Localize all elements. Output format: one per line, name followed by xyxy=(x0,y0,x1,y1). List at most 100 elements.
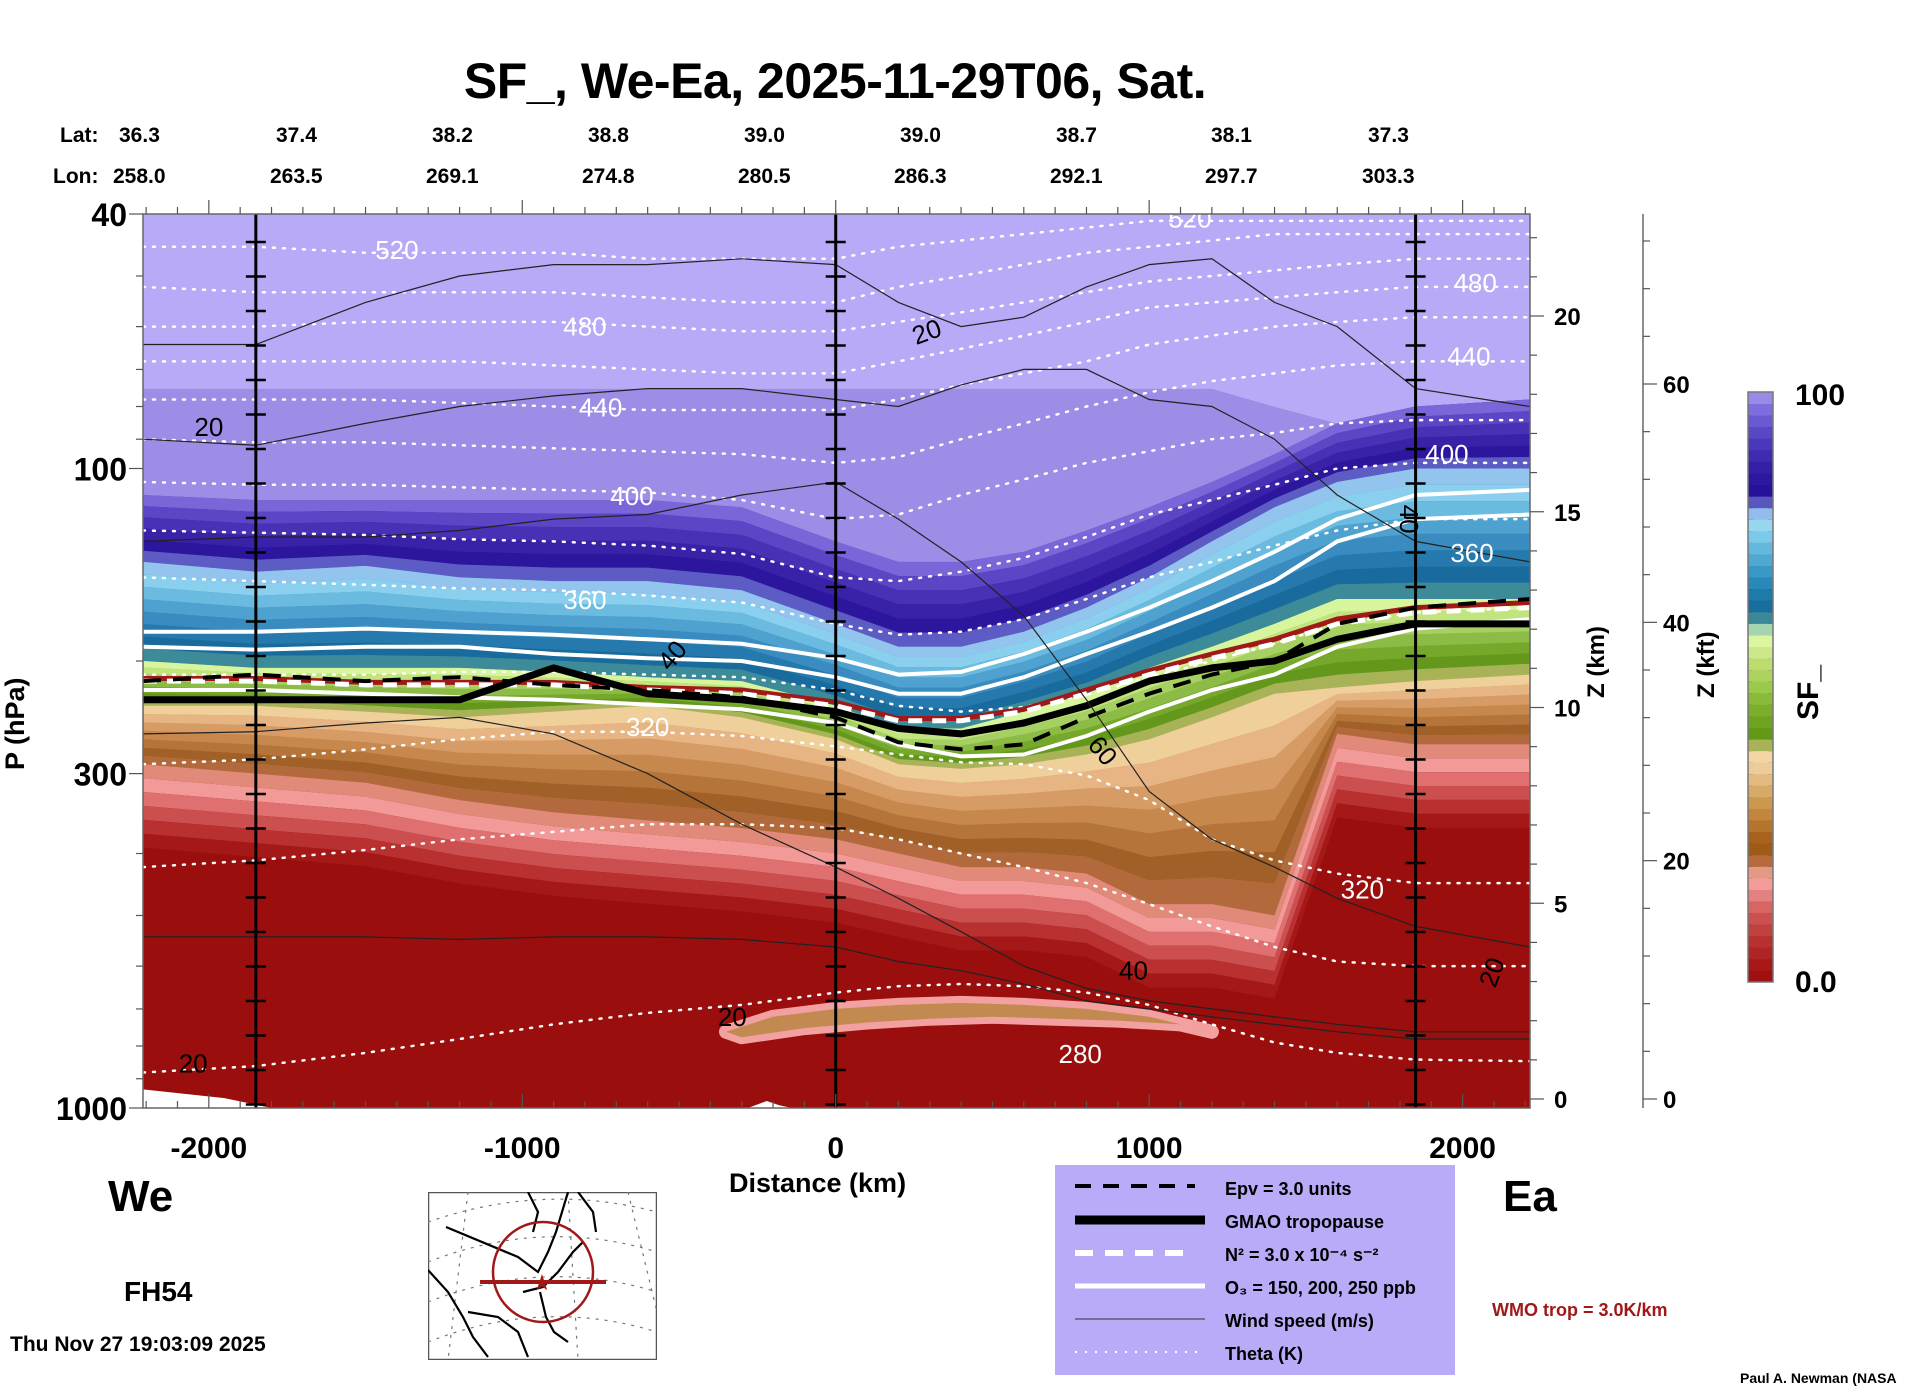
colorbar-segment xyxy=(1748,808,1773,821)
colorbar-segment xyxy=(1748,496,1773,509)
colorbar-segment xyxy=(1748,519,1773,532)
theta-label: 360 xyxy=(1450,538,1493,568)
lon-value: 263.5 xyxy=(270,165,323,188)
lat-value: 38.8 xyxy=(588,124,629,147)
x-tick-label: 1000 xyxy=(1116,1132,1183,1165)
lon-value: 286.3 xyxy=(894,165,947,188)
x-axis-label: Distance (km) xyxy=(729,1168,907,1198)
colorbar-segment xyxy=(1748,623,1773,636)
map-graticule xyxy=(428,1192,657,1360)
band-green-shade xyxy=(143,631,1530,752)
overlay-lines: 520 520 480 480 440 440 400 400 360 360 320 320 280 2… xyxy=(143,204,1530,1078)
lon-value: 303.3 xyxy=(1362,165,1415,188)
epv-3pvu-line xyxy=(143,597,1530,752)
colorbar-segment xyxy=(1748,426,1773,439)
y-tick-label: 1000 xyxy=(56,1091,127,1127)
zkm-tick-label: 15 xyxy=(1554,500,1581,527)
colorbar-segment xyxy=(1748,553,1773,567)
theta-label: 480 xyxy=(563,312,606,342)
band-green-shade xyxy=(143,653,1530,764)
colorbar-segment xyxy=(1748,669,1773,682)
theta-line-440 xyxy=(143,315,1530,412)
colorbar-segment xyxy=(1748,762,1773,775)
band-brown-shade xyxy=(143,674,1530,783)
colorbar-segment xyxy=(1748,820,1773,833)
band-purple-shade xyxy=(143,399,1530,577)
colorbar-segment xyxy=(1748,866,1773,879)
ground-mask xyxy=(747,1100,792,1108)
colorbar-segment xyxy=(1748,912,1773,925)
lon-label: Lon: xyxy=(53,165,99,188)
colorbar-segment xyxy=(1748,924,1773,937)
theta-line-280 xyxy=(143,982,1530,1074)
colorbar-segment xyxy=(1748,877,1773,890)
colorbar-segment xyxy=(1748,970,1773,983)
theta-line xyxy=(143,461,1530,583)
x-tick-label: 2000 xyxy=(1429,1132,1496,1165)
colorbar-segment xyxy=(1748,901,1773,914)
ground-mask xyxy=(143,1089,272,1108)
lat-value: 37.3 xyxy=(1368,124,1409,147)
lon-value: 274.8 xyxy=(582,165,635,188)
zkm-tick-label: 10 xyxy=(1554,696,1581,723)
band-lower-brown-arc xyxy=(726,1002,1212,1038)
colorbar-max-label: 100 xyxy=(1795,379,1845,412)
colorbar-segment xyxy=(1748,646,1773,659)
theta-line-480 xyxy=(143,257,1530,333)
colorbar-segment xyxy=(1748,958,1773,971)
colorbar-segment xyxy=(1748,889,1773,902)
colorbar-segment xyxy=(1748,727,1773,740)
ozone-line-250 xyxy=(143,487,1530,677)
y-tick-label: 40 xyxy=(91,197,127,233)
gmao-tropopause-line xyxy=(143,620,1530,738)
theta-line xyxy=(143,822,1530,968)
band-red-shade xyxy=(143,747,1530,944)
x-tick-label: -2000 xyxy=(170,1132,247,1165)
zkft-tick-label: 0 xyxy=(1663,1087,1676,1114)
lat-value: 39.0 xyxy=(744,124,785,147)
colorbar-segment xyxy=(1748,773,1773,786)
colorbar-segment xyxy=(1748,565,1773,578)
zkm-tick-label: 0 xyxy=(1554,1087,1567,1114)
zkft-tick-label: 20 xyxy=(1663,849,1690,876)
theta-line-400 xyxy=(143,418,1530,521)
z-kft-axis-label: Z (kft) xyxy=(1693,631,1720,698)
y-tick-label: 300 xyxy=(74,757,127,793)
colorbar-segment xyxy=(1748,739,1773,752)
east-label: Ea xyxy=(1503,1172,1557,1221)
theta-label: 480 xyxy=(1453,268,1496,298)
chart-title: SF_, We-Ea, 2025-11-29T06, Sat. xyxy=(463,53,1207,109)
theta-label: 520 xyxy=(1168,204,1211,234)
range-circle xyxy=(491,1220,595,1324)
lat-value: 37.4 xyxy=(276,124,317,147)
colorbar-segment xyxy=(1748,796,1773,809)
theta-line xyxy=(143,285,1530,375)
lon-value: 258.0 xyxy=(113,165,166,188)
colorbar-segment xyxy=(1748,715,1773,728)
colorbar-segment xyxy=(1748,831,1773,844)
wind-speed-contour xyxy=(143,936,1530,1040)
colorbar-segment xyxy=(1748,438,1773,451)
colorbar-segment xyxy=(1748,415,1773,428)
colorbar-segment xyxy=(1748,854,1773,867)
lat-value: 38.7 xyxy=(1056,124,1097,147)
band-brown-shade xyxy=(143,694,1530,811)
theta-line-360 xyxy=(143,517,1530,637)
colorbar-segment xyxy=(1748,634,1773,648)
colorbar-segment xyxy=(1748,692,1773,705)
n2-tropopause-line xyxy=(143,605,1530,724)
colorbar-segment xyxy=(1748,542,1773,555)
theta-line xyxy=(143,360,1530,465)
lon-value: 297.7 xyxy=(1205,165,1258,188)
colorbar-segment xyxy=(1748,403,1773,416)
band-red-shade xyxy=(143,761,1530,958)
band-green-shade xyxy=(143,663,1530,769)
band-red-shade xyxy=(143,789,1530,985)
theta-label: 400 xyxy=(610,481,653,511)
credit: Paul A. Newman (NASA xyxy=(1740,1370,1897,1386)
colorbar-segment xyxy=(1748,611,1773,624)
band-blue-shade xyxy=(143,468,1530,657)
lat-label: Lat: xyxy=(60,124,99,147)
wind-speed-contour xyxy=(143,481,1530,948)
